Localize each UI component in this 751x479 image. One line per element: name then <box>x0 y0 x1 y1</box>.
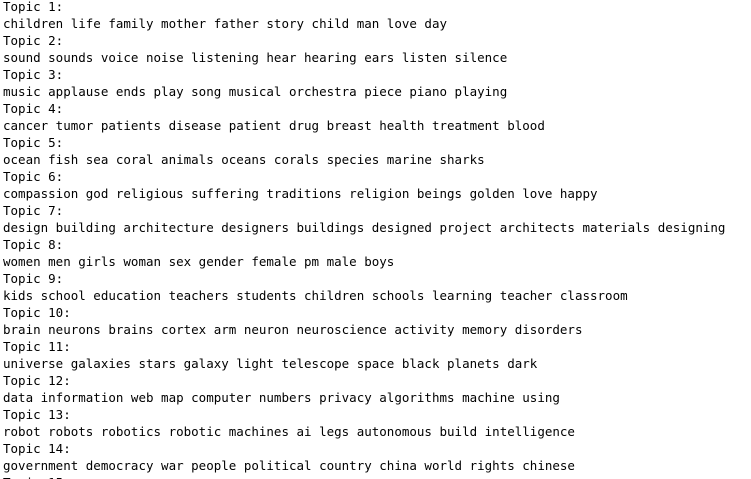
topic-words: universe galaxies stars galaxy light tel… <box>3 356 538 371</box>
topic-label: Topic 5: <box>3 135 64 150</box>
topic-label: Topic 6: <box>3 169 64 184</box>
topic-label: Topic 14: <box>3 441 71 456</box>
topic-label: Topic 3: <box>3 67 64 82</box>
topic-words: brain neurons brains cortex arm neuron n… <box>3 322 583 337</box>
topic-words: kids school education teachers students … <box>3 288 628 303</box>
topic-label: Topic 4: <box>3 101 64 116</box>
topic-words: data information web map computer number… <box>3 390 560 405</box>
topic-label: Topic 7: <box>3 203 64 218</box>
topic-words: sound sounds voice noise listening hear … <box>3 50 508 65</box>
topic-label: Topic 12: <box>3 373 71 388</box>
topic-words: music applause ends play song musical or… <box>3 84 508 99</box>
topic-words: women men girls woman sex gender female … <box>3 254 395 269</box>
topic-words: compassion god religious suffering tradi… <box>3 186 598 201</box>
topic-words: cancer tumor patients disease patient dr… <box>3 118 545 133</box>
topic-words: government democracy war people politica… <box>3 458 575 473</box>
topic-label: Topic 10: <box>3 305 71 320</box>
topic-label: Topic 13: <box>3 407 71 422</box>
topic-label: Topic 9: <box>3 271 64 286</box>
topic-label: Topic 11: <box>3 339 71 354</box>
topic-words: children life family mother father story… <box>3 16 448 31</box>
topic-label: Topic 2: <box>3 33 64 48</box>
topic-words: design building architecture designers b… <box>3 220 726 235</box>
topic-words: ocean fish sea coral animals oceans cora… <box>3 152 485 167</box>
topic-words: robot robots robotics robotic machines a… <box>3 424 575 439</box>
topic-label: Topic 1: <box>3 0 64 14</box>
topic-label: Topic 15: <box>3 474 725 479</box>
topic-label: Topic 8: <box>3 237 64 252</box>
output-lines: Topic 1: children life family mother fath… <box>3 0 725 479</box>
